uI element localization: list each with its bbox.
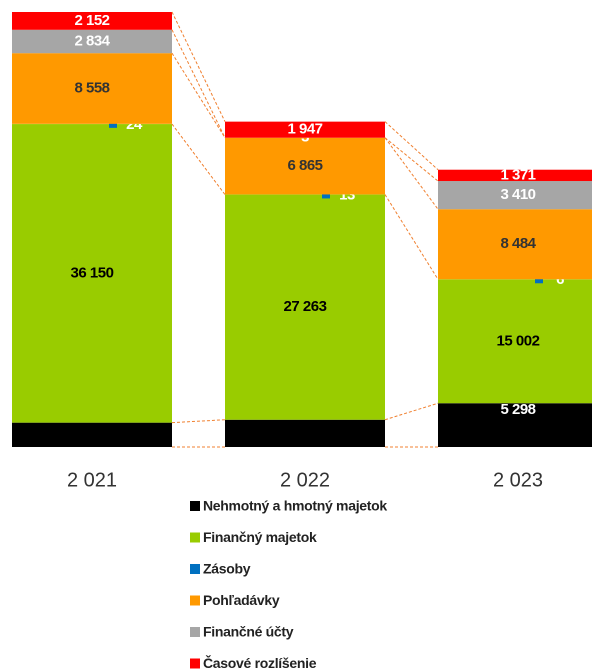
bar-segment [225, 137, 385, 195]
data-label: 3 410 [500, 186, 535, 203]
bar-segment [12, 12, 172, 30]
bar-segment [12, 124, 172, 423]
legend-label: Časové rozlíšenie [203, 654, 317, 671]
bar-segment [12, 422, 172, 447]
data-label: 2 834 [74, 32, 110, 49]
x-tick-label: 2 023 [493, 469, 543, 491]
legend-label: Zásoby [203, 561, 251, 577]
legend-swatch [190, 501, 200, 511]
bar-segment [438, 279, 592, 404]
data-label: 5 298 [500, 401, 535, 418]
bar-segment [438, 209, 592, 280]
data-label: 15 002 [497, 332, 540, 349]
data-label: 8 484 [500, 235, 536, 252]
bar-segment [225, 121, 385, 138]
data-label: 6 865 [287, 157, 322, 174]
x-tick-label: 2 022 [280, 469, 330, 491]
data-label: 27 263 [284, 298, 327, 315]
data-label: 2 152 [74, 12, 109, 29]
data-label: 8 558 [74, 79, 109, 96]
legend-label: Finančný majetok [203, 529, 317, 545]
legend-swatch [190, 627, 200, 637]
data-label: 36 150 [71, 264, 114, 281]
inventory-marker [535, 275, 543, 284]
bar-segment [225, 194, 385, 420]
legend-label: Pohľadávky [203, 592, 280, 608]
connector [171, 123, 226, 195]
connector [171, 11, 226, 122]
connector [384, 402, 439, 421]
legend-swatch [190, 532, 200, 543]
legend-swatch [190, 658, 200, 669]
connector [384, 121, 439, 171]
bar-segment [438, 403, 592, 447]
data-label: 6 [556, 271, 564, 288]
connector [171, 29, 226, 138]
legend-swatch [190, 595, 200, 606]
legend-swatch [190, 564, 200, 574]
connector [384, 194, 439, 280]
data-label: 1 947 [287, 121, 322, 138]
data-label: 1 371 [500, 166, 535, 183]
bar-segment [225, 419, 385, 447]
bar-segment [438, 169, 592, 182]
connector [384, 137, 439, 182]
bar-segment [12, 29, 172, 54]
legend-label: Finančné účty [203, 624, 294, 640]
bar-segment [12, 53, 172, 124]
bar-segment [438, 181, 592, 210]
legend-label: Nehmotný a hmotný majetok [203, 498, 387, 514]
connector [171, 419, 226, 424]
connector [384, 137, 439, 210]
connector [171, 52, 226, 139]
x-tick-label: 2 021 [67, 469, 117, 491]
